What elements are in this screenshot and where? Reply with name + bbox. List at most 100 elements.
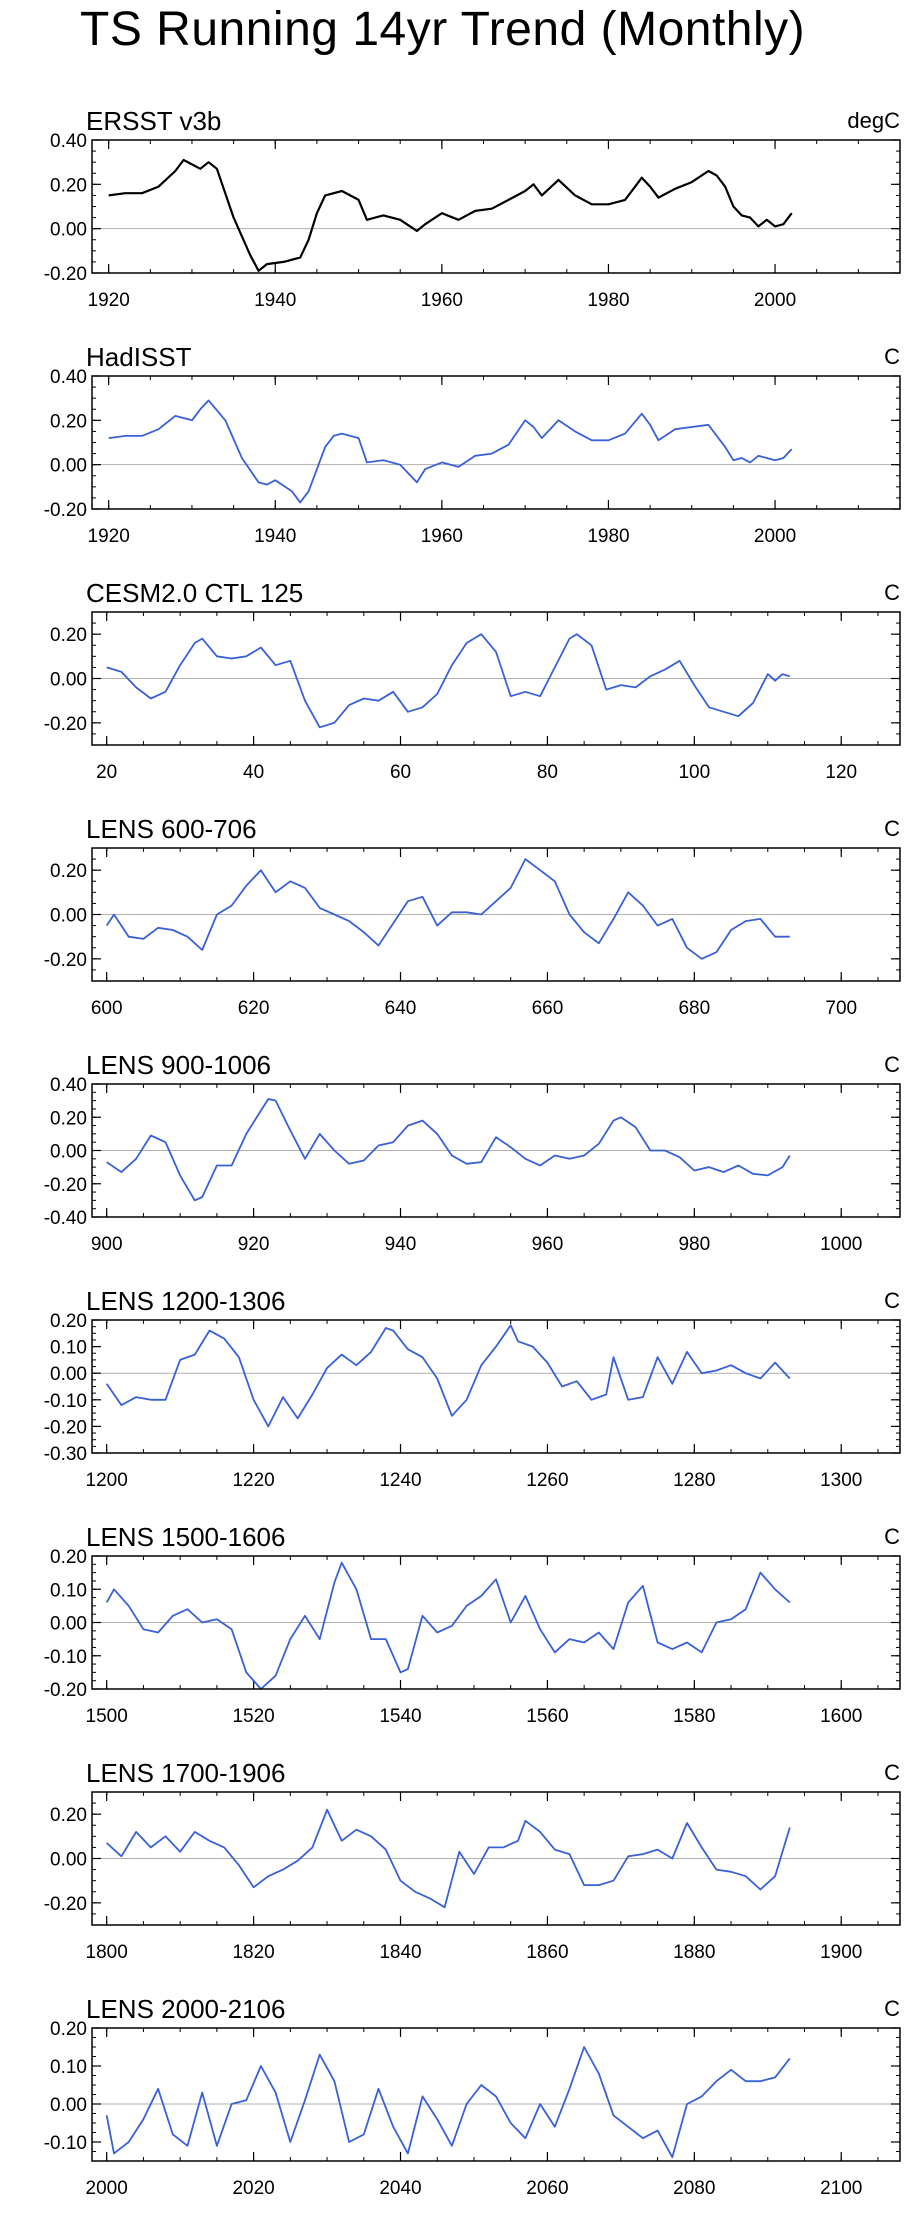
panel-units: C (884, 1524, 900, 1549)
y-tick-label: -0.20 (44, 1175, 87, 1196)
x-tick-label: 900 (91, 1234, 123, 1255)
y-tick-label: -0.20 (44, 714, 87, 735)
x-tick-label: 2100 (820, 2178, 862, 2199)
x-tick-label: 680 (678, 998, 710, 1019)
y-tick-label: -0.20 (44, 950, 87, 971)
x-tick-label: 920 (238, 1234, 270, 1255)
panel-9: 2000 2020 2040 2060 2080 2100 -0.10 0.00 0.10 0.2… (44, 1994, 901, 2199)
x-tick-label: 1520 (232, 1706, 274, 1727)
x-tick-label: 20 (96, 762, 117, 783)
panel-8: 1800 1820 1840 1860 1880 1900 -0.20 0.00 0.20 LEN… (44, 1758, 901, 1963)
y-tick-label: 0.00 (50, 220, 87, 241)
x-tick-label: 1940 (254, 526, 296, 547)
panel-units: C (884, 1996, 900, 2021)
panel-title: LENS 1500-1606 (86, 1522, 285, 1552)
x-tick-label: 2020 (232, 2178, 274, 2199)
y-tick-label: 0.00 (50, 456, 87, 477)
panel-4: 600 620 640 660 680 700 -0.20 0.00 0.20 LENS 600-… (44, 814, 901, 1019)
x-tick-label: 2000 (86, 2178, 128, 2199)
y-tick-label: 0.00 (50, 2095, 87, 2116)
x-tick-label: 620 (238, 998, 270, 1019)
x-tick-label: 1820 (232, 1942, 274, 1963)
y-tick-label: -0.30 (44, 1444, 87, 1465)
y-tick-label: 0.20 (50, 411, 87, 432)
x-tick-label: 960 (532, 1234, 564, 1255)
page-title: TS Running 14yr Trend (Monthly) (80, 3, 806, 56)
y-tick-label: -0.10 (44, 2133, 87, 2154)
x-tick-label: 1600 (820, 1706, 862, 1727)
y-tick-label: -0.40 (44, 1208, 87, 1229)
series-line (105, 1561, 791, 1690)
x-tick-label: 1300 (820, 1470, 862, 1491)
series-line (105, 1324, 791, 1428)
plot-frame (91, 1555, 901, 1690)
panel-units: C (884, 344, 900, 369)
x-tick-label: 640 (385, 998, 417, 1019)
x-tick-label: 1800 (86, 1942, 128, 1963)
y-tick-label: 0.20 (50, 625, 87, 646)
x-tick-label: 980 (678, 1234, 710, 1255)
x-tick-label: 1960 (421, 526, 463, 547)
x-tick-label: 1980 (587, 290, 629, 311)
x-tick-label: 1000 (820, 1234, 862, 1255)
x-tick-label: 1200 (86, 1470, 128, 1491)
plot-frame (91, 2027, 901, 2162)
x-tick-label: 940 (385, 1234, 417, 1255)
x-tick-label: 1880 (673, 1942, 715, 1963)
x-tick-label: 80 (537, 762, 558, 783)
y-tick-label: 0.00 (50, 906, 87, 927)
x-tick-label: 2060 (526, 2178, 568, 2199)
x-tick-label: 100 (678, 762, 710, 783)
y-tick-label: 0.40 (50, 367, 87, 388)
y-tick-label: 0.20 (50, 175, 87, 196)
x-tick-label: 40 (243, 762, 264, 783)
y-tick-label: 0.40 (50, 131, 87, 152)
x-tick-label: 1560 (526, 1706, 568, 1727)
plot-frame (91, 139, 901, 274)
x-tick-label: 1260 (526, 1470, 568, 1491)
panel-units: C (884, 1052, 900, 1077)
x-tick-label: 1940 (254, 290, 296, 311)
plot-frame (91, 375, 901, 510)
panel-2: 1920 1940 1960 1980 2000 -0.20 0.00 0.20 0.40Had… (44, 342, 901, 547)
y-tick-label: 0.40 (50, 1075, 87, 1096)
x-tick-label: 120 (825, 762, 857, 783)
series-line (105, 2046, 791, 2159)
panel-units: C (884, 816, 900, 841)
y-tick-label: 0.20 (50, 1108, 87, 1129)
x-tick-label: 1920 (88, 290, 130, 311)
y-tick-label: -0.20 (44, 264, 87, 285)
series-line (108, 158, 793, 272)
y-tick-label: 0.20 (50, 1805, 87, 1826)
y-tick-label: 0.20 (50, 2019, 87, 2040)
x-tick-label: 660 (532, 998, 564, 1019)
x-tick-label: 1220 (232, 1470, 274, 1491)
y-tick-label: 0.00 (50, 670, 87, 691)
series-line (105, 858, 790, 960)
panel-title: CESM2.0 CTL 125 (86, 578, 303, 608)
x-tick-label: 1860 (526, 1942, 568, 1963)
y-tick-label: 0.20 (50, 1311, 87, 1332)
x-tick-label: 600 (91, 998, 123, 1019)
series-line (108, 399, 793, 504)
x-tick-label: 1540 (379, 1706, 421, 1727)
x-tick-label: 1280 (673, 1470, 715, 1491)
panel-title: LENS 2000-2106 (86, 1994, 285, 2024)
plot-frame (91, 1791, 901, 1926)
panel-units: C (884, 580, 900, 605)
y-tick-label: 0.10 (50, 2057, 87, 2078)
panel-title: LENS 600-706 (86, 814, 257, 844)
panel-3: 20 40 60 80 100 120 -0.20 0.00 0.20 CESM2.0 CTL 1… (44, 578, 901, 783)
x-tick-label: 1920 (88, 526, 130, 547)
plot-frame (91, 611, 901, 746)
panel-1: 1920 1940 1960 1980 2000 -0.20 0.00 0.20 0.40ERS… (44, 106, 901, 311)
y-tick-label: 0.00 (50, 1142, 87, 1163)
panel-6: 1200 1220 1240 1260 1280 1300 -0.30 -0.20 -0.10 0… (44, 1286, 901, 1491)
x-tick-label: 1500 (86, 1706, 128, 1727)
x-tick-label: 1980 (587, 526, 629, 547)
plot-frame (91, 1083, 901, 1218)
y-tick-label: 0.20 (50, 1547, 87, 1568)
y-tick-label: 0.10 (50, 1580, 87, 1601)
x-tick-label: 1580 (673, 1706, 715, 1727)
